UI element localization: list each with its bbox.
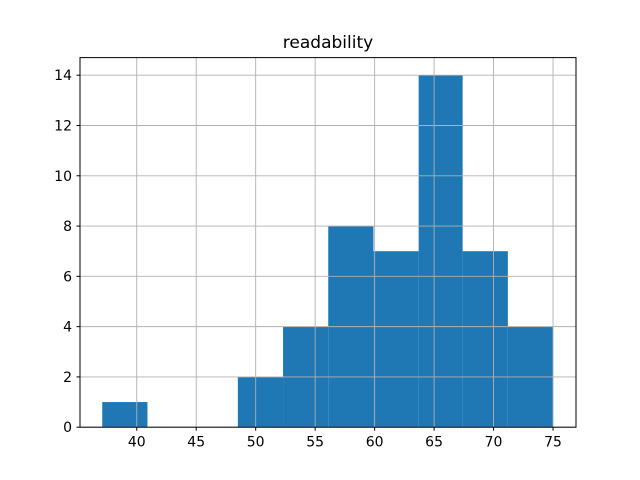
y-tick-label: 6 — [63, 269, 72, 285]
y-tick-label: 14 — [54, 68, 72, 84]
plot-border — [79, 57, 577, 428]
histogram-bar — [237, 376, 284, 428]
x-tick-label: 50 — [247, 435, 265, 451]
x-tick-label: 55 — [306, 435, 324, 451]
bars-layer — [102, 75, 554, 428]
x-tick-label: 40 — [128, 435, 146, 451]
y-tick-label: 8 — [63, 219, 72, 235]
x-tick-label: 70 — [485, 435, 503, 451]
x-tick-label: 45 — [187, 435, 205, 451]
histogram-bar — [102, 402, 148, 428]
histogram-bar — [462, 251, 508, 428]
y-tick-label: 2 — [63, 370, 72, 386]
y-tick-label: 0 — [63, 420, 72, 436]
histogram-bar — [373, 251, 419, 428]
ticks-layer: 40 45 50 55 60 65 70 75 0 2 4 6 8 10 12 14 — [54, 68, 562, 451]
chart-title: readability — [283, 33, 373, 53]
y-tick-label: 4 — [63, 320, 72, 336]
histogram-bar — [418, 75, 463, 428]
frame-layer — [79, 57, 577, 428]
x-tick-label: 60 — [366, 435, 384, 451]
x-tick-label: 65 — [425, 435, 443, 451]
x-tick-label: 75 — [544, 435, 562, 451]
y-tick-label: 10 — [54, 169, 72, 185]
y-tick-label: 12 — [54, 118, 72, 134]
